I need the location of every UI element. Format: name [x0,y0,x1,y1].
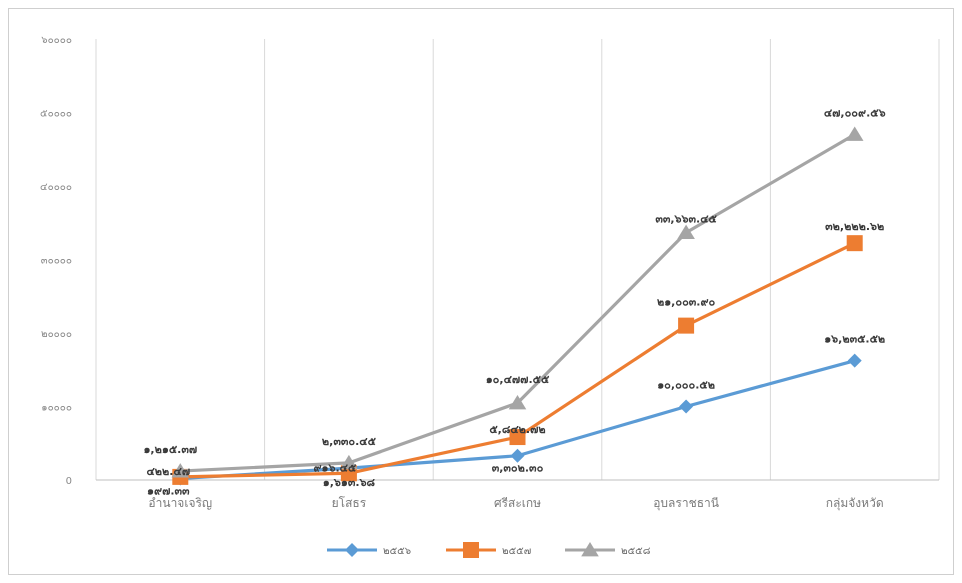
gridlines [95,39,940,480]
series-triangle [171,126,864,478]
y-tick-label: ๑๐๐๐๐ [41,403,72,414]
diamond-point [679,399,694,414]
legend-label: ๒๕๕๘ [621,546,651,557]
legend-square-icon [463,542,479,558]
line-chart: 0 ๑๐๐๐๐ ๒๐๐๐๐ ๓๐๐๐๐ ๔๐๐๐๐ ๕๐๐๐๐ ๖๐๐๐๐อำนาจเจริ… [40,35,940,558]
data-label: ๑,๒๑๕.๓๗ [143,443,197,456]
y-tick-label: 0 [66,476,72,487]
legend-item: ๒๕๕๘ [565,542,651,557]
data-label: ๒,๓๓๐.๔๕ [322,435,377,448]
data-label: ๕,๘๔๒.๗๒ [489,423,545,436]
data-label: ๓๓,๖๖๓.๔๕ [655,213,717,226]
square-point [509,429,526,446]
square-point [846,235,863,252]
series-line [178,132,857,473]
legend-label: ๒๕๕๖ [383,546,411,557]
y-tick-label: ๖๐๐๐๐ [41,35,72,46]
data-label: ๑๐,๐๐๐.๕๒ [657,378,715,391]
legend-item: ๒๕๕๖ [327,543,411,557]
square-point [678,317,695,334]
data-label: ๙๑๖.๔๕ [313,461,357,474]
legend-triangle-icon [581,542,599,557]
triangle-point [677,224,695,239]
x-category-label: อุบลราชธานี [653,496,719,511]
legend-diamond-icon [345,543,359,557]
data-label: ๑,๖๑๓.๖๘ [323,476,376,489]
data-label: ๓,๓๐๒.๓๐ [492,462,544,475]
x-category-label: กลุ่มจังหวัด [826,496,884,511]
diamond-point [510,448,525,463]
data-label: ๑๖,๒๓๕.๕๒ [824,333,885,346]
y-tick-label: ๒๐๐๐๐ [41,329,72,340]
data-labels: ๑๙๗.๓๓ ๑,๖๑๓.๖๘ ๓,๓๐๒.๓๐ ๑๐,๐๐๐.๕๒ ๑๖,๒๓๕.๕๒… [143,106,885,497]
data-label: ๔๒๒.๔๗ [146,465,190,478]
data-label: ๑๐,๔๗๗.๕๕ [486,373,550,386]
x-category-label: อำนาจเจริญ [148,496,212,510]
legend-item: ๒๕๕๗ [446,542,531,558]
series-square [172,235,863,485]
chart-frame: 0 ๑๐๐๐๐ ๒๐๐๐๐ ๓๐๐๐๐ ๔๐๐๐๐ ๕๐๐๐๐ ๖๐๐๐๐อำนาจเจริ… [8,8,954,575]
data-label: ๓๒,๒๒๒.๖๒ [825,220,884,233]
y-tick-label: ๕๐๐๐๐ [40,109,72,120]
x-category-label: ศรีสะเกษ [494,496,541,510]
series-lines [171,126,864,486]
y-tick-label: ๔๐๐๐๐ [40,182,72,193]
axes: 0 ๑๐๐๐๐ ๒๐๐๐๐ ๓๐๐๐๐ ๔๐๐๐๐ ๕๐๐๐๐ ๖๐๐๐๐อำนาจเจริ… [40,35,939,511]
legend: ๒๕๕๖ ๒๕๕๗ ๒๕๕๘ [327,542,651,558]
data-label: ๔๗,๐๐๙.๕๖ [824,106,886,119]
data-label: ๑๙๗.๓๓ [147,485,190,498]
triangle-point [340,454,358,470]
triangle-point [845,126,864,141]
x-category-label: ยโสธร [332,496,367,510]
y-tick-label: ๓๐๐๐๐ [41,256,72,267]
triangle-point [171,463,190,478]
legend-label: ๒๕๕๗ [502,546,531,557]
triangle-point [508,394,527,410]
diamond-point [847,353,862,368]
data-label: ๒๑,๐๐๓.๙๐ [657,296,716,309]
